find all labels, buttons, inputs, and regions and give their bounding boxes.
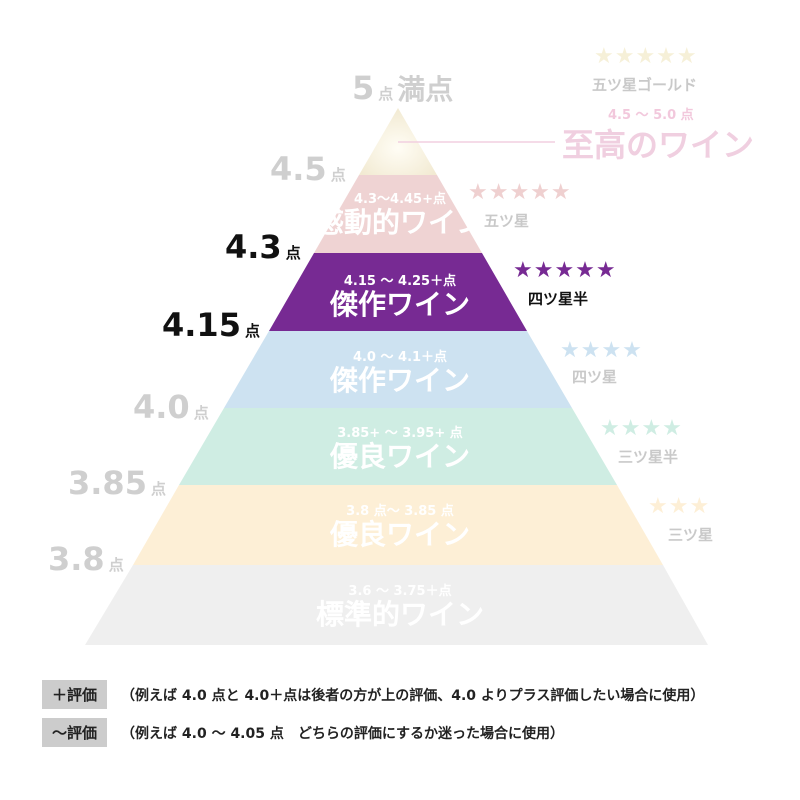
tier-excellent-high-text: 3.85+ 〜 3.95+ 点優良ワイン: [329, 426, 470, 473]
stars-three: ★★★: [648, 494, 711, 519]
star-label-four-half: 四ツ星半: [528, 290, 589, 308]
tier-standard-text: 3.6 〜 3.75＋点 標準的ワイン: [315, 584, 484, 631]
score-4-15: 4.15 点: [162, 306, 260, 344]
stars-five: ★★★★★: [468, 180, 572, 205]
score-3-85: 3.85 点: [68, 464, 166, 502]
note-tilde: 〜評価 （例えば 4.0 〜 4.05 点 どちらの評価にするか迷った場合に使用）: [42, 718, 564, 747]
tier-excellent-text: 3.8 点〜 3.85 点優良ワイン: [329, 504, 470, 551]
note-tilde-tag: 〜評価: [42, 718, 108, 747]
stars-gold: ★★★★★: [594, 44, 698, 69]
full-score-label: 5 点満点: [352, 69, 454, 107]
star-label-three-half: 三ツ星半: [618, 448, 679, 466]
tier-moving-text: 4.3〜4.45+点 感動的ワイン: [315, 192, 484, 239]
stars-three-half: ★★★★: [600, 416, 683, 441]
tier-moving: [314, 175, 482, 253]
note-plus: ＋評価 （例えば 4.0 点と 4.0＋点は後者の方が上の評価、4.0 よりプラス…: [42, 680, 704, 709]
tier-excellent: [133, 485, 663, 565]
star-label-gold: 五ツ星ゴールド: [592, 76, 698, 94]
stars-four: ★★★★: [560, 338, 643, 363]
tier-standard: [85, 565, 708, 645]
star-label-three: 三ツ星: [668, 526, 714, 544]
tier-masterpiece-high-text: 4.15 〜 4.25＋点 傑作ワイン: [329, 274, 470, 321]
tier-masterpiece-high: [269, 253, 527, 331]
tier-excellent-high: [179, 408, 617, 485]
note-plus-tag: ＋評価: [42, 680, 108, 709]
tier-masterpiece: [224, 331, 572, 408]
supreme-range: 4.5 〜 5.0 点: [608, 108, 694, 123]
score-4-5: 4.5 点: [270, 150, 346, 188]
tier-masterpiece-text: 4.0 〜 4.1＋点 傑作ワイン: [329, 350, 470, 397]
supreme-name: 至高のワイン: [562, 126, 755, 164]
star-label-four: 四ツ星: [572, 368, 618, 386]
score-4-3: 4.3 点: [225, 228, 301, 266]
stars-four-half: ★★★★★: [513, 258, 617, 283]
score-4-0: 4.0 点: [133, 388, 209, 426]
score-3-8: 3.8 点: [48, 540, 124, 578]
star-label-five: 五ツ星: [484, 212, 530, 230]
